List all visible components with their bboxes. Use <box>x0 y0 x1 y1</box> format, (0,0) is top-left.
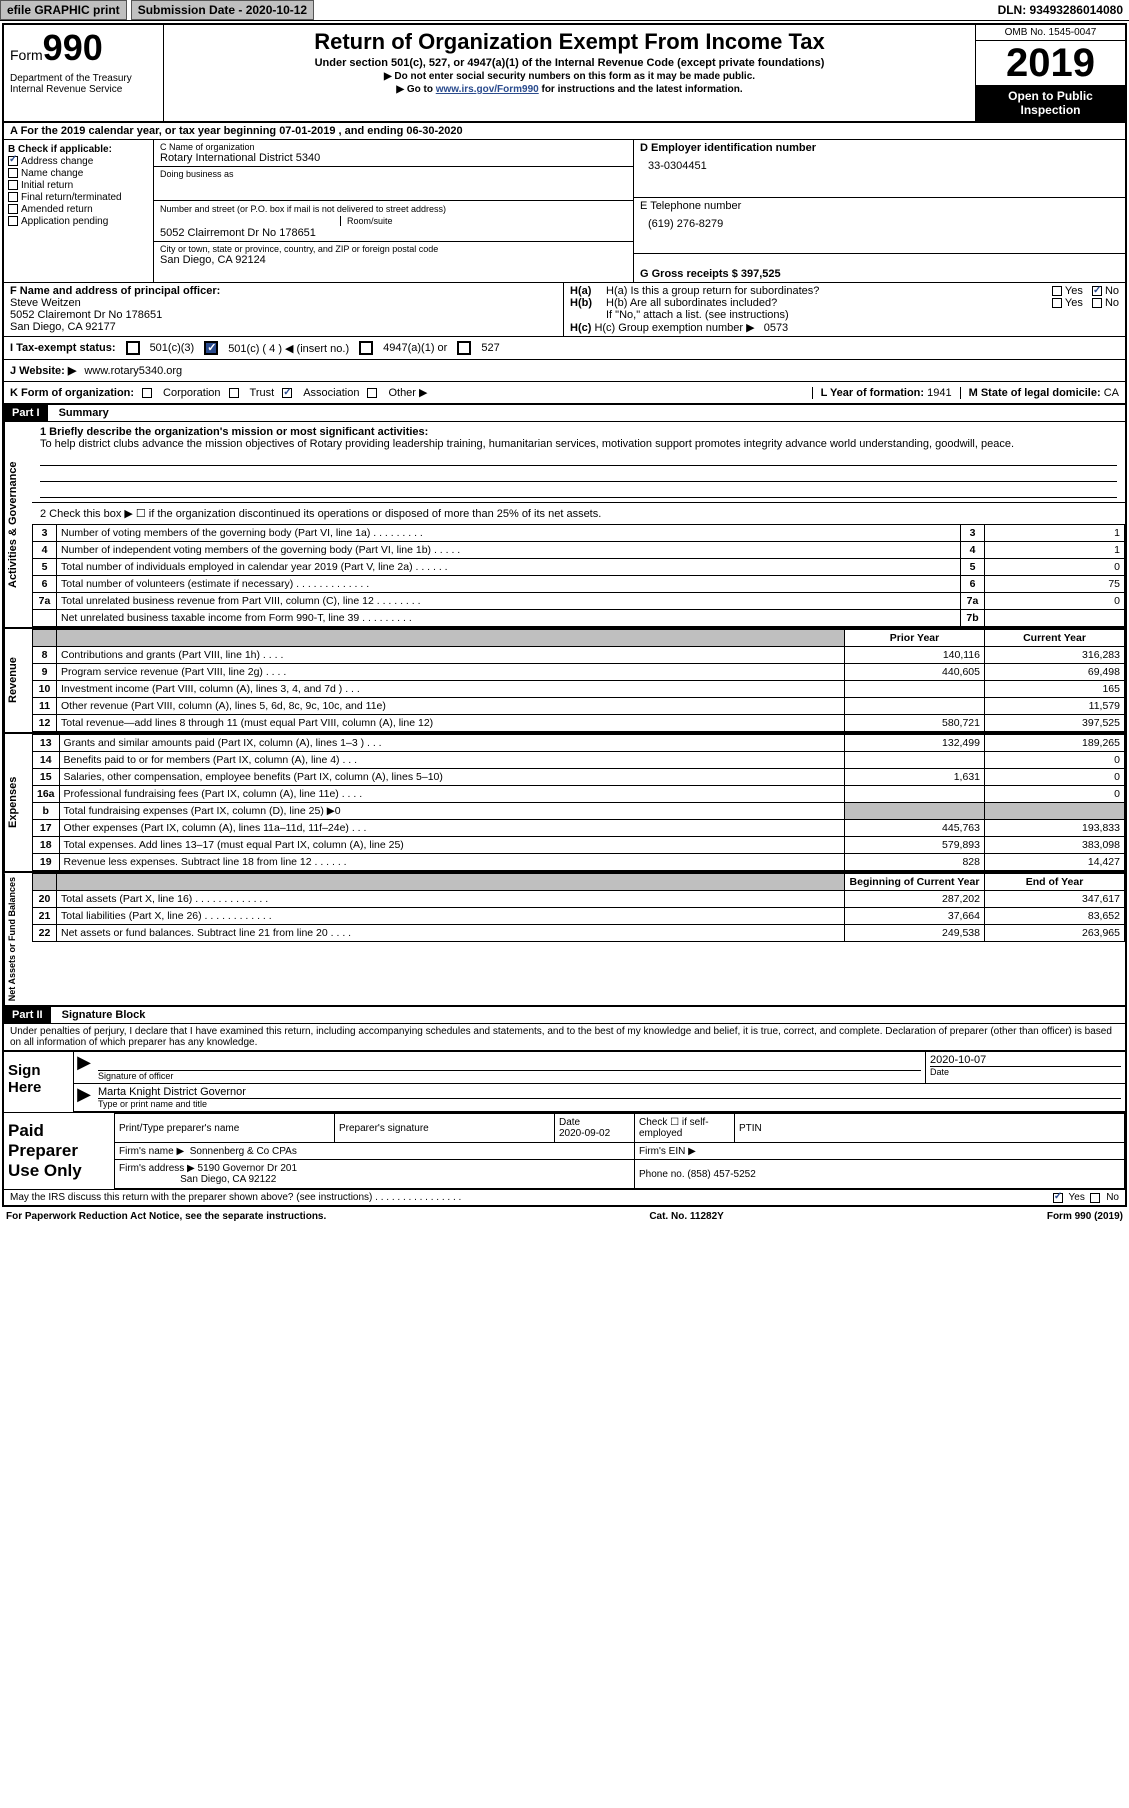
527-checkbox[interactable] <box>457 341 471 355</box>
efile-button[interactable]: efile GRAPHIC print <box>0 0 127 20</box>
section-b-to-g: B Check if applicable: Address changeNam… <box>4 140 1125 282</box>
ha-no-checkbox[interactable] <box>1092 286 1102 296</box>
org-address: 5052 Clairremont Dr No 178651 <box>160 227 627 239</box>
arrow-icon: ▶ <box>74 1052 94 1083</box>
501c-checkbox[interactable] <box>204 341 218 355</box>
row-i-tax-status: I Tax-exempt status: 501(c)(3) 501(c) ( … <box>4 336 1125 359</box>
irs-link[interactable]: www.irs.gov/Form990 <box>436 84 539 95</box>
row-k-form-org: K Form of organization: Corporation Trus… <box>4 382 1125 403</box>
4947-checkbox[interactable] <box>359 341 373 355</box>
officer-name-title: Marta Knight District Governor <box>98 1086 1121 1098</box>
paid-preparer-block: Paid Preparer Use Only Print/Type prepar… <box>4 1112 1125 1189</box>
col-b-checkboxes: B Check if applicable: Address changeNam… <box>4 140 154 282</box>
col-c-name-address: C Name of organization Rotary Internatio… <box>154 140 634 282</box>
row-f-h: F Name and address of principal officer:… <box>4 282 1125 336</box>
colb-option[interactable]: Amended return <box>8 204 149 215</box>
submission-date-button[interactable]: Submission Date - 2020-10-12 <box>131 0 314 20</box>
dln-label: DLN: 93493286014080 <box>998 3 1129 17</box>
vlabel-revenue: Revenue <box>4 629 32 732</box>
org-city: San Diego, CA 92124 <box>160 254 627 266</box>
vlabel-expenses: Expenses <box>4 734 32 871</box>
group-exemption: 0573 <box>764 322 788 334</box>
form-title: Return of Organization Exempt From Incom… <box>172 29 967 55</box>
row-a-tax-year: A For the 2019 calendar year, or tax yea… <box>4 123 1125 140</box>
part-ii-header: Part II Signature Block <box>4 1005 1125 1024</box>
form-header: Form990 Department of the Treasury Inter… <box>4 25 1125 123</box>
col-d-to-g: D Employer identification number 33-0304… <box>634 140 1125 282</box>
501c3-checkbox[interactable] <box>126 341 140 355</box>
form-container: Form990 Department of the Treasury Inter… <box>2 23 1127 1207</box>
sign-here-block: Sign Here ▶ Signature of officer 2020-10… <box>4 1050 1125 1112</box>
governance-table: 3Number of voting members of the governi… <box>32 524 1125 627</box>
officer-name: Steve Weitzen <box>10 297 557 309</box>
preparer-phone: (858) 457-5252 <box>687 1169 755 1180</box>
sign-date: 2020-10-07 <box>930 1054 1121 1066</box>
netassets-table: Beginning of Current YearEnd of Year20To… <box>32 873 1125 942</box>
footer-row: For Paperwork Reduction Act Notice, see … <box>0 1209 1129 1224</box>
phone-value: (619) 276-8279 <box>640 212 1119 230</box>
discuss-yes-checkbox[interactable] <box>1053 1193 1063 1203</box>
arrow-icon: ▶ <box>74 1084 94 1111</box>
colb-option[interactable]: Final return/terminated <box>8 192 149 203</box>
part-i-header: Part I Summary <box>4 403 1125 422</box>
note-ssn: ▶ Do not enter social security numbers o… <box>172 71 967 82</box>
form-number: Form990 <box>10 27 157 69</box>
website-value: www.rotary5340.org <box>84 365 182 377</box>
tax-year: 2019 <box>976 41 1125 85</box>
association-checkbox[interactable] <box>282 388 292 398</box>
firm-name: Sonnenberg & Co CPAs <box>190 1146 297 1157</box>
vlabel-governance: Activities & Governance <box>4 422 32 627</box>
line-2: 2 Check this box ▶ ☐ if the organization… <box>32 503 1125 524</box>
declaration-text: Under penalties of perjury, I declare th… <box>4 1024 1125 1050</box>
revenue-table: Prior YearCurrent Year8Contributions and… <box>32 629 1125 732</box>
open-public-badge: Open to PublicInspection <box>976 85 1125 121</box>
expenses-table: 13Grants and similar amounts paid (Part … <box>32 734 1125 871</box>
ein-value: 33-0304451 <box>640 154 1119 172</box>
mission-block: 1 Briefly describe the organization's mi… <box>32 422 1125 503</box>
colb-option[interactable]: Application pending <box>8 216 149 227</box>
gross-receipts: G Gross receipts $ 397,525 <box>640 268 1119 280</box>
form-subtitle: Under section 501(c), 527, or 4947(a)(1)… <box>172 57 967 69</box>
colb-option[interactable]: Initial return <box>8 180 149 191</box>
colb-option[interactable]: Name change <box>8 168 149 179</box>
discuss-row: May the IRS discuss this return with the… <box>4 1189 1125 1205</box>
vlabel-netassets: Net Assets or Fund Balances <box>4 873 32 1005</box>
org-name: Rotary International District 5340 <box>160 152 627 164</box>
row-j-website: J Website: ▶ www.rotary5340.org <box>4 360 1125 382</box>
mission-text: To help district clubs advance the missi… <box>40 438 1117 450</box>
note-link: ▶ Go to www.irs.gov/Form990 for instruct… <box>172 84 967 95</box>
dept-label: Department of the Treasury Internal Reve… <box>10 73 157 95</box>
omb-label: OMB No. 1545-0047 <box>976 25 1125 41</box>
colb-option[interactable]: Address change <box>8 156 149 167</box>
top-bar: efile GRAPHIC print Submission Date - 20… <box>0 0 1129 21</box>
